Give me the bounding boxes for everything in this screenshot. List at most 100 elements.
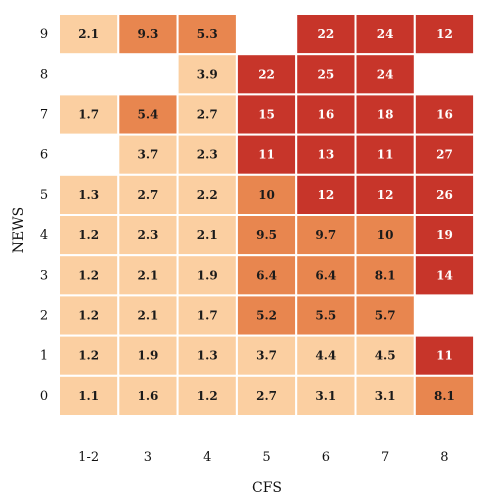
cell-value-label: 1.3 [197,349,218,363]
cell-value-label: 2.1 [197,228,218,242]
heatmap-cell [413,254,476,297]
x-axis-ticks: 1-2 3 4 5 6 7 8 [78,450,448,465]
cell-value-label: 5.4 [138,108,159,122]
heatmap-cell [235,133,298,176]
heatmap-cell [354,173,416,217]
heatmap-cell [235,294,298,337]
cell-value-label: 11 [258,148,275,162]
cell-value-label: 22 [258,67,275,81]
y-tick-label: 9 [40,27,48,42]
y-tick-label: 1 [40,349,48,364]
heatmap-cell [117,294,179,337]
cell-value-label: 12 [317,188,334,202]
cell-value-label: 5.3 [197,27,218,41]
cell-value-label: 1.1 [78,389,99,403]
cell-value-label: 3.7 [138,148,159,162]
y-tick-label: 6 [40,148,48,163]
cell-value-label: 2.7 [138,188,159,202]
cell-value-label: 3.1 [315,389,336,403]
cell-value-label: 11 [377,148,394,162]
cell-value-label: 2.7 [256,389,277,403]
cell-value-label: 2.7 [197,108,218,122]
cell-value-label: 2.1 [78,27,99,41]
heatmap-cell [235,93,298,136]
heatmap-cell [117,13,179,56]
x-tick-label: 7 [381,450,389,465]
heatmap-cell [413,173,476,217]
heatmap-cell [413,133,476,176]
y-tick-label: 4 [40,228,48,243]
cell-value-label: 1.7 [197,309,218,323]
heatmap-cell [295,374,357,417]
cell-value-label: 3.9 [197,67,218,81]
cell-value-label: 2.1 [138,309,159,323]
heatmap-cell [354,214,416,257]
y-axis-label: NEWS [11,207,27,253]
x-tick-label: 5 [262,450,270,465]
cell-value-label: 5.7 [375,309,396,323]
heatmap-cell [354,93,416,136]
cell-value-label: 18 [377,108,394,122]
y-tick-label: 0 [40,389,48,404]
y-tick-label: 2 [40,309,48,324]
cell-value-label: 1.2 [197,389,218,403]
heatmap-cell [354,334,416,377]
cell-value-label: 4.5 [375,349,396,363]
heatmap-cell [295,334,357,377]
cell-value-label: 2.3 [197,148,218,162]
heatmap-cell [235,334,298,377]
heatmap-cell [295,133,357,176]
cell-value-label: 2.3 [138,228,159,242]
cell-value-label: 10 [258,188,275,202]
y-tick-label: 8 [40,67,48,82]
heatmap-cell [235,173,298,217]
cell-value-label: 6.4 [315,268,336,282]
cell-value-label: 8.1 [434,389,455,403]
cell-value-label: 24 [377,27,394,41]
cell-value-label: 1.2 [78,309,99,323]
x-axis-label: CFS [252,480,282,496]
cell-value-label: 27 [436,148,453,162]
cell-value-label: 16 [436,108,453,122]
heatmap-cell [354,53,416,96]
cell-value-label: 2.2 [197,188,218,202]
x-tick-label: 1-2 [78,450,99,465]
heatmap-cell [413,374,476,417]
y-axis-ticks: 9 8 7 6 5 4 3 2 1 0 [40,27,48,404]
y-tick-label: 7 [40,108,48,123]
cell-value-label: 13 [317,148,334,162]
cell-value-label: 8.1 [375,268,396,282]
cell-value-label: 11 [436,349,453,363]
cell-value-label: 1.9 [138,349,159,363]
cell-value-label: 25 [317,67,334,81]
cell-value-label: 2.1 [138,268,159,282]
cell-value-label: 6.4 [256,268,277,282]
cell-value-label: 12 [377,188,394,202]
heatmap-cell [413,13,476,56]
cell-value-label: 1.2 [78,349,99,363]
heatmap-cell [58,13,120,56]
cell-value-label: 5.2 [256,309,277,323]
heatmap-cell [176,133,238,176]
cell-value-label: 3.7 [256,349,277,363]
cell-value-label: 1.2 [78,268,99,282]
y-tick-label: 3 [40,268,48,283]
x-tick-label: 4 [203,450,211,465]
cell-value-label: 22 [317,27,334,41]
cell-value-label: 19 [436,228,453,242]
heatmap-cell [58,294,120,337]
heatmap-cell [235,53,298,96]
cell-value-label: 24 [377,67,394,81]
cell-value-label: 16 [317,108,334,122]
cell-value-label: 4.4 [315,349,336,363]
cell-value-label: 1.6 [138,389,159,403]
cell-value-label: 9.3 [138,27,159,41]
cell-value-label: 9.7 [315,228,336,242]
x-tick-label: 3 [144,450,152,465]
x-tick-label: 6 [322,450,330,465]
cell-value-label: 26 [436,188,453,202]
cell-value-label: 5.5 [315,309,336,323]
cell-value-label: 3.1 [375,389,396,403]
heatmap-cell [58,334,120,377]
